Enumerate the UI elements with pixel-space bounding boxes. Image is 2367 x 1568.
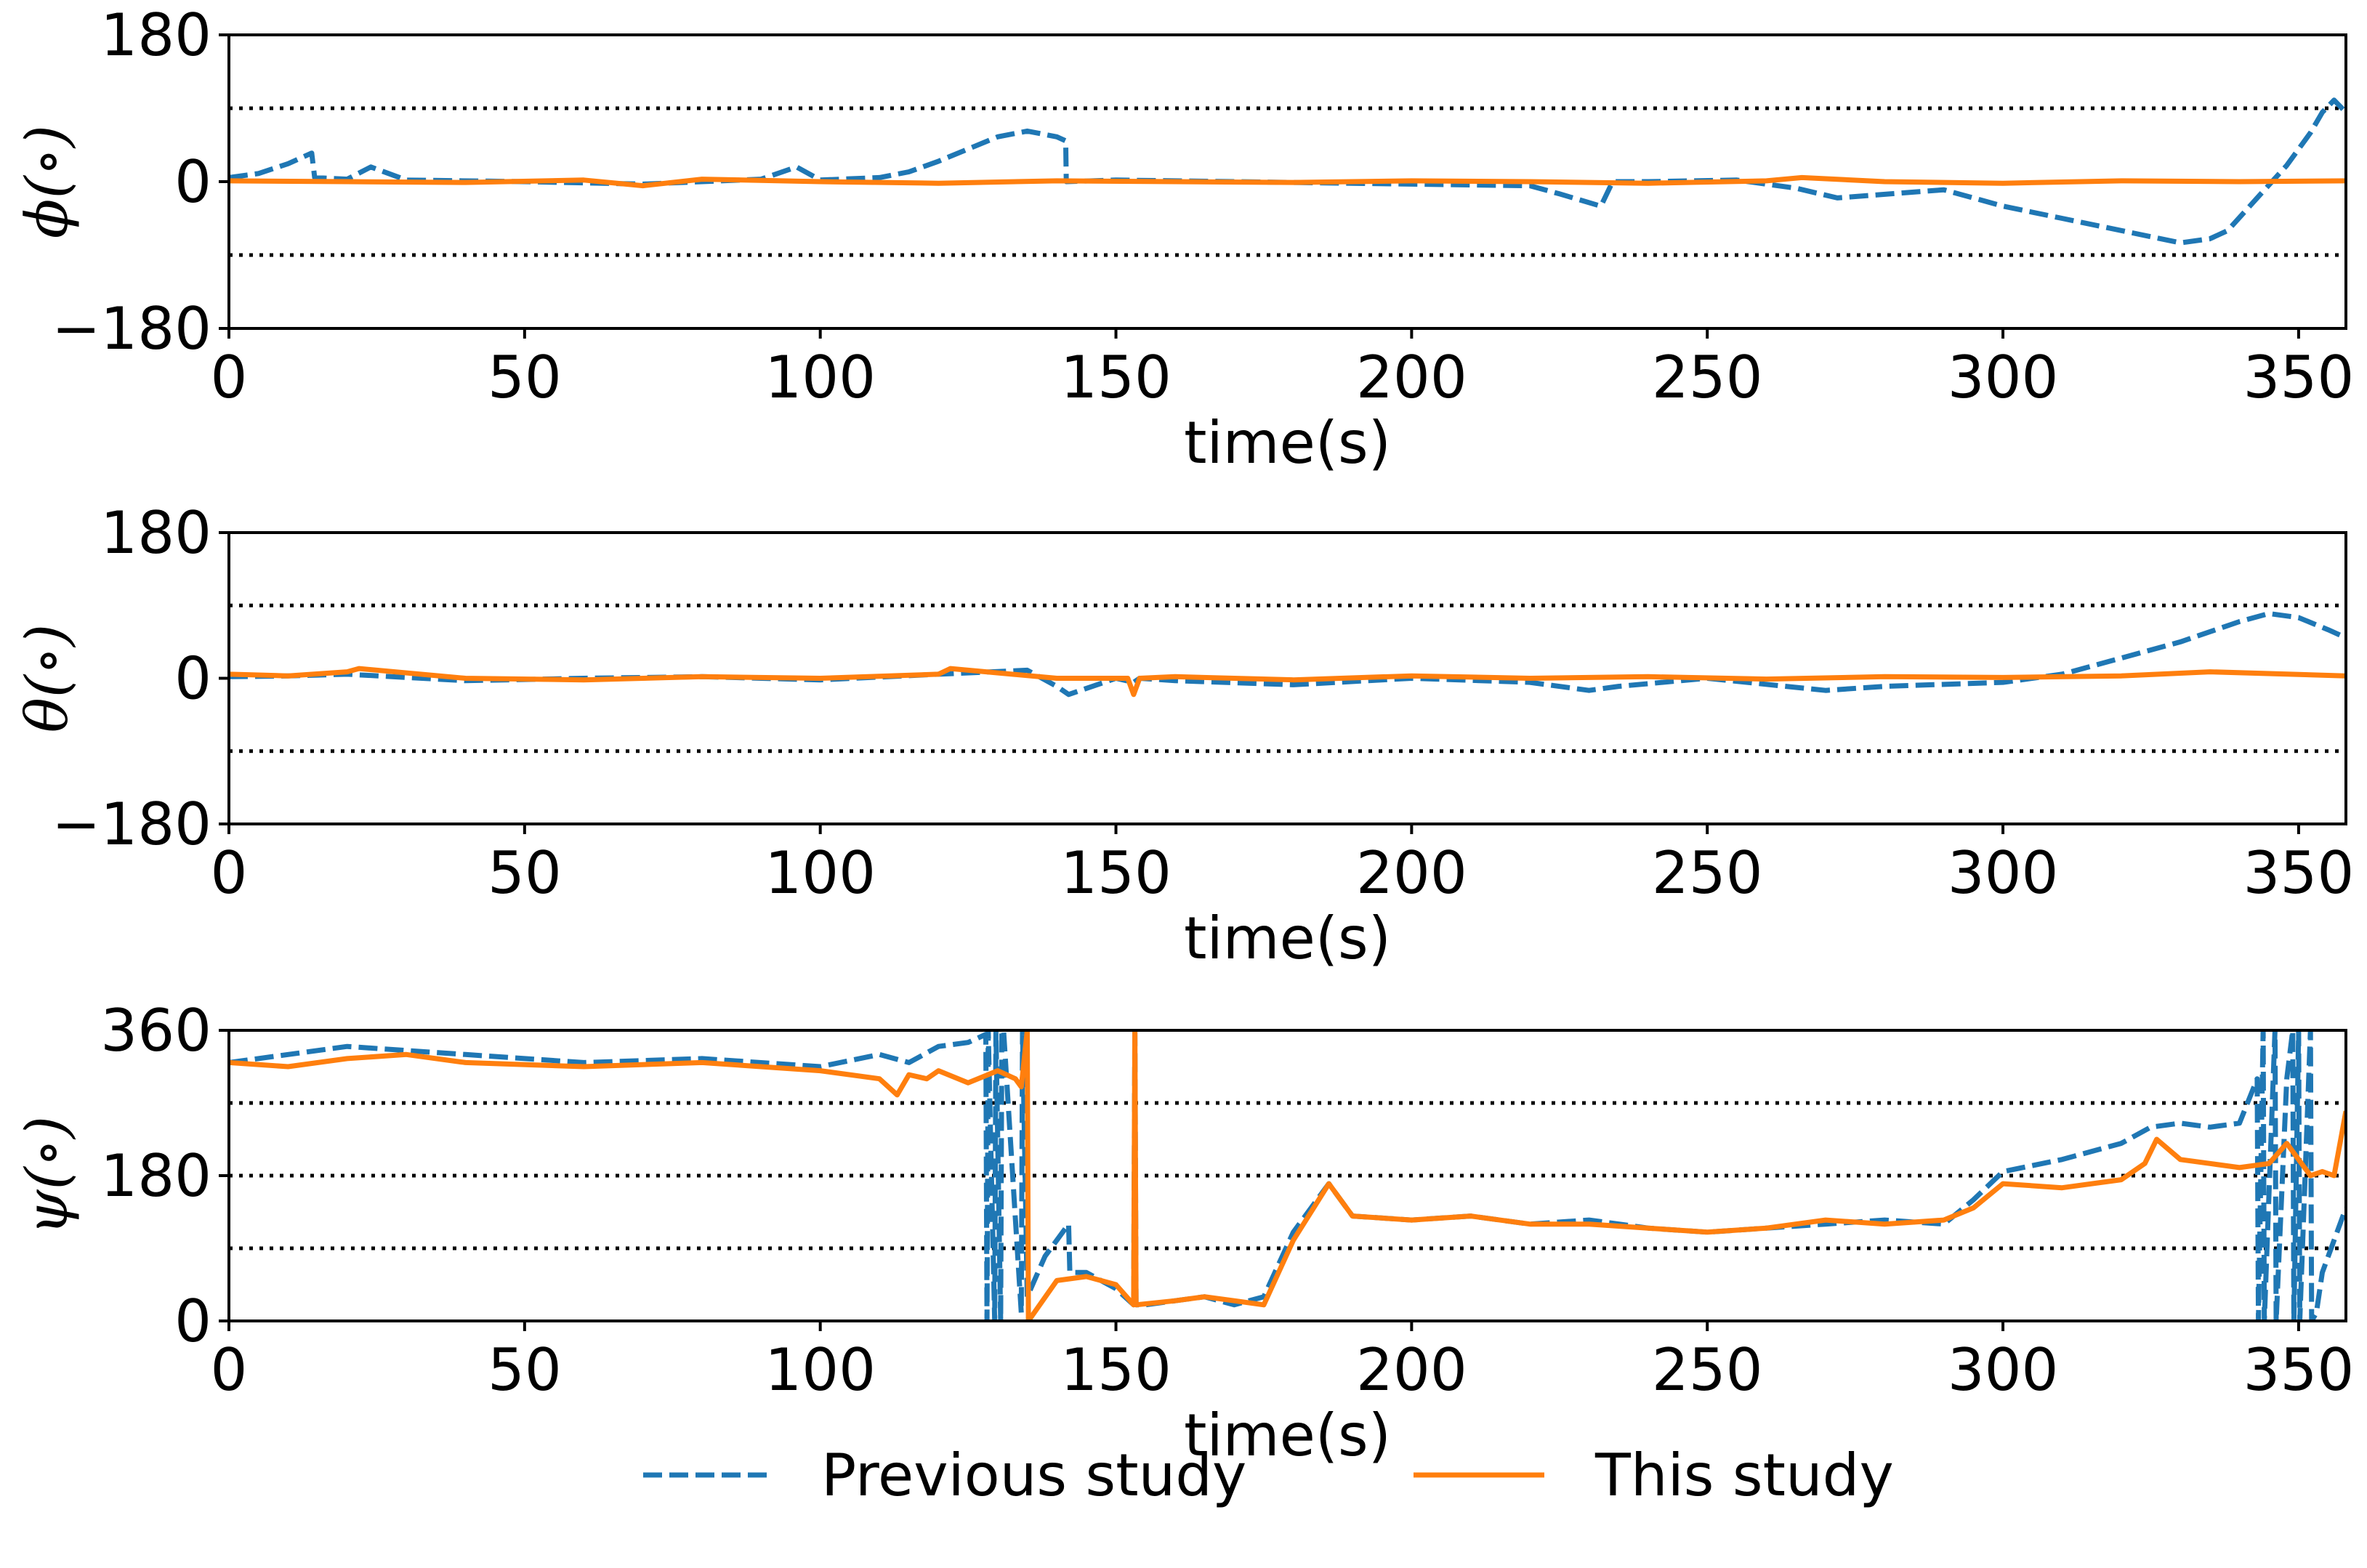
x-tick-label: 350 [2243, 1336, 2355, 1404]
x-tick-label: 150 [1060, 839, 1172, 907]
x-tick-label: 50 [488, 344, 562, 411]
x-tick-label: 0 [211, 1336, 248, 1404]
x-tick-label: 300 [1948, 839, 2059, 907]
y-tick-label: 0 [174, 1288, 211, 1355]
x-axis-label-phi: time(s) [1184, 409, 1391, 477]
y-tick-label: 180 [100, 499, 211, 567]
x-tick-label: 0 [211, 839, 248, 907]
y-axis-label-phi: ϕ(∘) [13, 125, 81, 238]
series-theta-previous-study [229, 610, 2346, 698]
legend-label-previous-study: Previous study [821, 1442, 1246, 1509]
y-axis-label-theta: θ(∘) [13, 624, 81, 733]
legend-label-this-study: This study [1594, 1442, 1894, 1509]
legend: Previous study This study [643, 1442, 1894, 1509]
series-theta-this-study [229, 666, 2346, 698]
x-tick-label: 250 [1652, 1336, 1763, 1404]
x-tick-label: 250 [1652, 839, 1763, 907]
x-tick-label: 350 [2243, 344, 2355, 411]
series-phi-previous-study [229, 97, 2346, 246]
x-tick-label: 50 [488, 839, 562, 907]
x-tick-label: 200 [1356, 839, 1467, 907]
x-tick-label: 200 [1356, 344, 1467, 411]
series-psi-this-study [229, 1030, 2346, 1321]
x-tick-label: 300 [1948, 1336, 2059, 1404]
y-tick-label: −180 [52, 791, 211, 858]
x-tick-label: 350 [2243, 839, 2355, 907]
y-tick-label: 0 [174, 148, 211, 216]
y-tick-label: 180 [100, 1, 211, 69]
y-tick-label: 180 [100, 1142, 211, 1210]
x-axis-label-psi: time(s) [1184, 1402, 1391, 1469]
x-tick-label: 150 [1060, 1336, 1172, 1404]
x-tick-label: 50 [488, 1336, 562, 1404]
x-tick-label: 250 [1652, 344, 1763, 411]
series-phi-this-study [229, 174, 2346, 189]
x-axis-label-theta: time(s) [1184, 905, 1391, 972]
y-tick-label: 0 [174, 645, 211, 713]
x-tick-label: 300 [1948, 344, 2059, 411]
panel-psi: 0 50 100 150 200 250 300 350 0 180 360 time(s) ψ(∘) [13, 997, 2354, 1469]
x-tick-label: 0 [211, 344, 248, 411]
y-tick-label: −180 [52, 295, 211, 363]
y-tick-label: 360 [100, 997, 211, 1064]
x-tick-label: 100 [765, 344, 876, 411]
x-tick-label: 200 [1356, 1336, 1467, 1404]
y-axis-label-psi: ψ(∘) [13, 1116, 81, 1235]
x-tick-label: 100 [765, 839, 876, 907]
x-tick-label: 150 [1060, 344, 1172, 411]
x-tick-label: 100 [765, 1336, 876, 1404]
